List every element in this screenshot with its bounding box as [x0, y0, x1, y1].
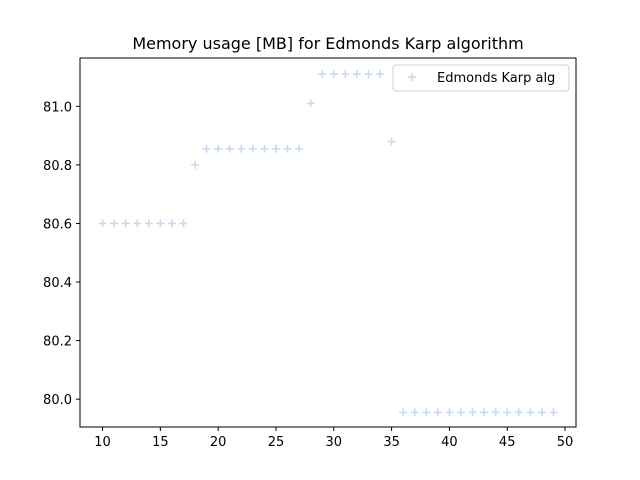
data-point [283, 144, 292, 153]
data-point [526, 408, 535, 417]
data-point [376, 70, 385, 79]
x-tick-label: 10 [94, 435, 111, 450]
data-point [514, 408, 523, 417]
x-tick-label: 45 [499, 435, 516, 450]
data-point [156, 219, 165, 228]
data-point [445, 408, 454, 417]
data-point [144, 219, 153, 228]
data-point [191, 160, 200, 169]
data-point [98, 219, 107, 228]
data-point [503, 408, 512, 417]
x-tick-label: 30 [326, 435, 343, 450]
x-tick-label: 35 [383, 435, 400, 450]
data-point [260, 144, 269, 153]
data-point [318, 70, 327, 79]
legend-label: Edmonds Karp alg [437, 71, 555, 86]
data-point [491, 408, 500, 417]
data-point [248, 144, 257, 153]
chart-title: Memory usage [MB] for Edmonds Karp algor… [132, 34, 523, 53]
data-point [121, 219, 130, 228]
data-point [202, 144, 211, 153]
x-tick-label: 20 [210, 435, 227, 450]
data-point [329, 70, 338, 79]
y-tick-label: 81.0 [43, 100, 72, 115]
data-point [387, 137, 396, 146]
x-tick-label: 40 [441, 435, 458, 450]
data-point [295, 144, 304, 153]
data-points [98, 70, 558, 417]
legend-marker [408, 73, 416, 81]
y-tick-label: 80.6 [43, 217, 72, 232]
data-point [214, 144, 223, 153]
y-tick-label: 80.4 [43, 276, 72, 291]
plot-area [79, 57, 577, 428]
data-point [399, 408, 408, 417]
legend-box [392, 64, 570, 92]
data-point [364, 70, 373, 79]
data-point [306, 99, 315, 108]
data-point [549, 408, 558, 417]
data-point [480, 408, 489, 417]
x-axis: 10 15 20 25 30 35 40 45 50 [94, 427, 573, 450]
data-point [179, 219, 188, 228]
data-point [167, 219, 176, 228]
y-tick-label: 80.2 [43, 335, 72, 350]
data-point [433, 408, 442, 417]
legend-marker-plus-icon [408, 73, 416, 81]
y-tick-label: 80.8 [43, 159, 72, 174]
data-point [133, 219, 142, 228]
data-point [537, 408, 546, 417]
data-point [341, 70, 350, 79]
data-point [110, 219, 119, 228]
data-point [352, 70, 361, 79]
y-axis: 80.0 80.2 80.4 80.6 80.8 81.0 [43, 100, 80, 408]
data-point [410, 408, 419, 417]
data-point [456, 408, 465, 417]
data-point [237, 144, 246, 153]
data-point [271, 144, 280, 153]
data-point [468, 408, 477, 417]
legend: Edmonds Karp alg [392, 64, 570, 92]
y-tick-label: 80.0 [43, 393, 72, 408]
x-tick-label: 15 [152, 435, 169, 450]
data-point [422, 408, 431, 417]
data-point [225, 144, 234, 153]
x-tick-label: 25 [268, 435, 285, 450]
x-tick-label: 50 [557, 435, 574, 450]
